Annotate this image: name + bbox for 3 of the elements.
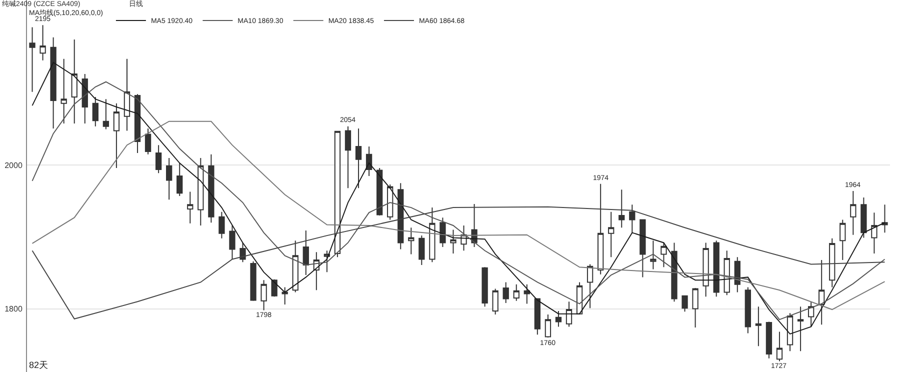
- y-tick-label: 2000: [4, 160, 23, 170]
- annotation: 82天: [29, 360, 48, 370]
- y-tick-label: 1800: [4, 304, 23, 314]
